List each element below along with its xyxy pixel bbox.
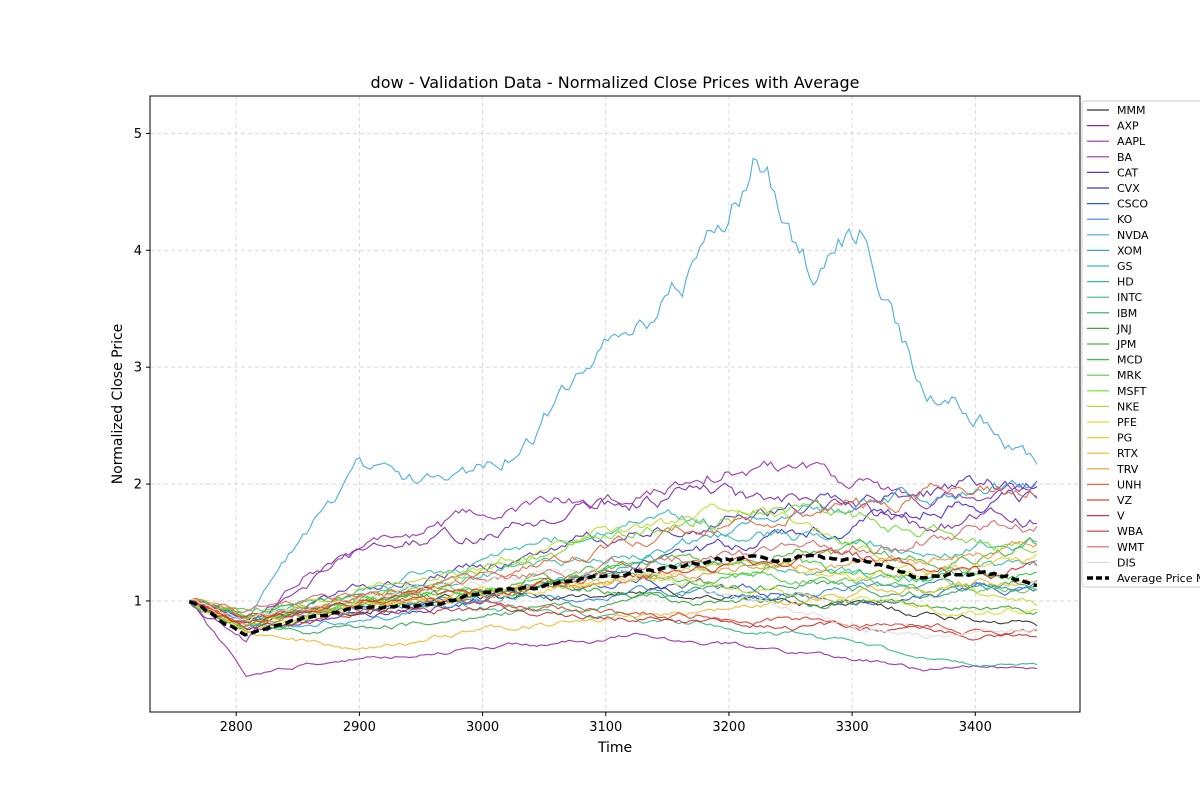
series-line-axp xyxy=(189,482,1037,624)
legend-label: Average Price M xyxy=(1117,572,1200,585)
legend-label: INTC xyxy=(1117,291,1143,304)
legend-label: VZ xyxy=(1117,494,1133,507)
legend-label: MRK xyxy=(1117,369,1142,382)
legend-label: CSCO xyxy=(1117,198,1148,211)
series-line-aapl xyxy=(188,460,1038,643)
legend-label: NKE xyxy=(1117,400,1139,413)
legend: MMM AXP AAPL BA CAT CVX CSCO KO NVDA XOM GS HD INTC I… xyxy=(1081,100,1200,588)
series-line-v xyxy=(189,547,1038,624)
y-tick-label: 4 xyxy=(134,244,142,259)
plot-frame xyxy=(149,95,1081,713)
y-tick-label: 3 xyxy=(134,361,142,376)
x-axis-ticks: 2800 2900 3000 3100 3200 3300 3400 xyxy=(220,712,992,735)
series-lines xyxy=(188,157,1038,678)
legend-label: CAT xyxy=(1117,166,1138,179)
series-line-wba xyxy=(188,599,1037,641)
legend-label: JPM xyxy=(1116,338,1136,351)
legend-label: UNH xyxy=(1117,478,1142,491)
x-tick-label: 3300 xyxy=(836,720,869,735)
legend-frame xyxy=(1081,100,1200,588)
legend-label: KO xyxy=(1117,213,1133,226)
series-line-rtx xyxy=(189,577,1037,651)
legend-label: PFE xyxy=(1117,416,1137,429)
series-line-wmt xyxy=(189,519,1038,614)
x-tick-label: 2800 xyxy=(220,720,253,735)
series-line-pfe xyxy=(189,575,1037,634)
legend-label: BA xyxy=(1117,151,1133,164)
legend-label: MCD xyxy=(1117,354,1143,367)
series-line-cat xyxy=(189,474,1038,621)
legend-label: MSFT xyxy=(1117,385,1147,398)
legend-label: AXP xyxy=(1117,120,1139,133)
series-line-nke xyxy=(189,503,1038,627)
average-line-group xyxy=(188,553,1038,637)
x-tick-label: 3200 xyxy=(712,720,745,735)
series-line-trv xyxy=(189,540,1038,620)
series-line-intc xyxy=(189,598,1038,668)
legend-label: XOM xyxy=(1117,244,1142,257)
y-tick-label: 5 xyxy=(134,127,142,142)
series-line-gs xyxy=(188,508,1038,629)
series-line-ba xyxy=(188,601,1038,678)
legend-label: HD xyxy=(1117,276,1134,289)
y-tick-label: 2 xyxy=(134,478,142,493)
x-tick-label: 2900 xyxy=(343,720,376,735)
x-axis-label: Time xyxy=(597,740,632,756)
y-axis-ticks: 1 2 3 4 5 xyxy=(134,127,150,609)
series-line-unh xyxy=(189,482,1038,627)
legend-label: AAPL xyxy=(1117,135,1146,148)
legend-label: NVDA xyxy=(1117,229,1149,242)
legend-label: PG xyxy=(1117,432,1132,445)
x-tick-label: 3100 xyxy=(589,720,622,735)
series-line-nvda xyxy=(189,157,1038,623)
x-tick-label: 3000 xyxy=(466,720,499,735)
legend-label: GS xyxy=(1117,260,1133,273)
x-tick-label: 3400 xyxy=(959,720,992,735)
legend-label: V xyxy=(1117,510,1125,523)
legend-label: RTX xyxy=(1117,447,1139,460)
legend-label: CVX xyxy=(1117,182,1140,195)
y-tick-label: 1 xyxy=(134,594,142,609)
y-axis-label: Normalized Close Price xyxy=(110,324,126,485)
average-line xyxy=(188,553,1038,637)
legend-label: TRV xyxy=(1116,463,1139,476)
legend-label: WBA xyxy=(1117,525,1143,538)
legend-label: MMM xyxy=(1117,104,1145,117)
legend-label: IBM xyxy=(1117,307,1137,320)
chart-title: dow - Validation Data - Normalized Close… xyxy=(371,73,860,92)
legend-label: DIS xyxy=(1117,556,1136,569)
series-line-cvx xyxy=(189,489,1038,632)
legend-label: JNJ xyxy=(1116,322,1132,335)
series-line-ibm xyxy=(188,579,1038,635)
legend-label: WMT xyxy=(1117,541,1144,554)
